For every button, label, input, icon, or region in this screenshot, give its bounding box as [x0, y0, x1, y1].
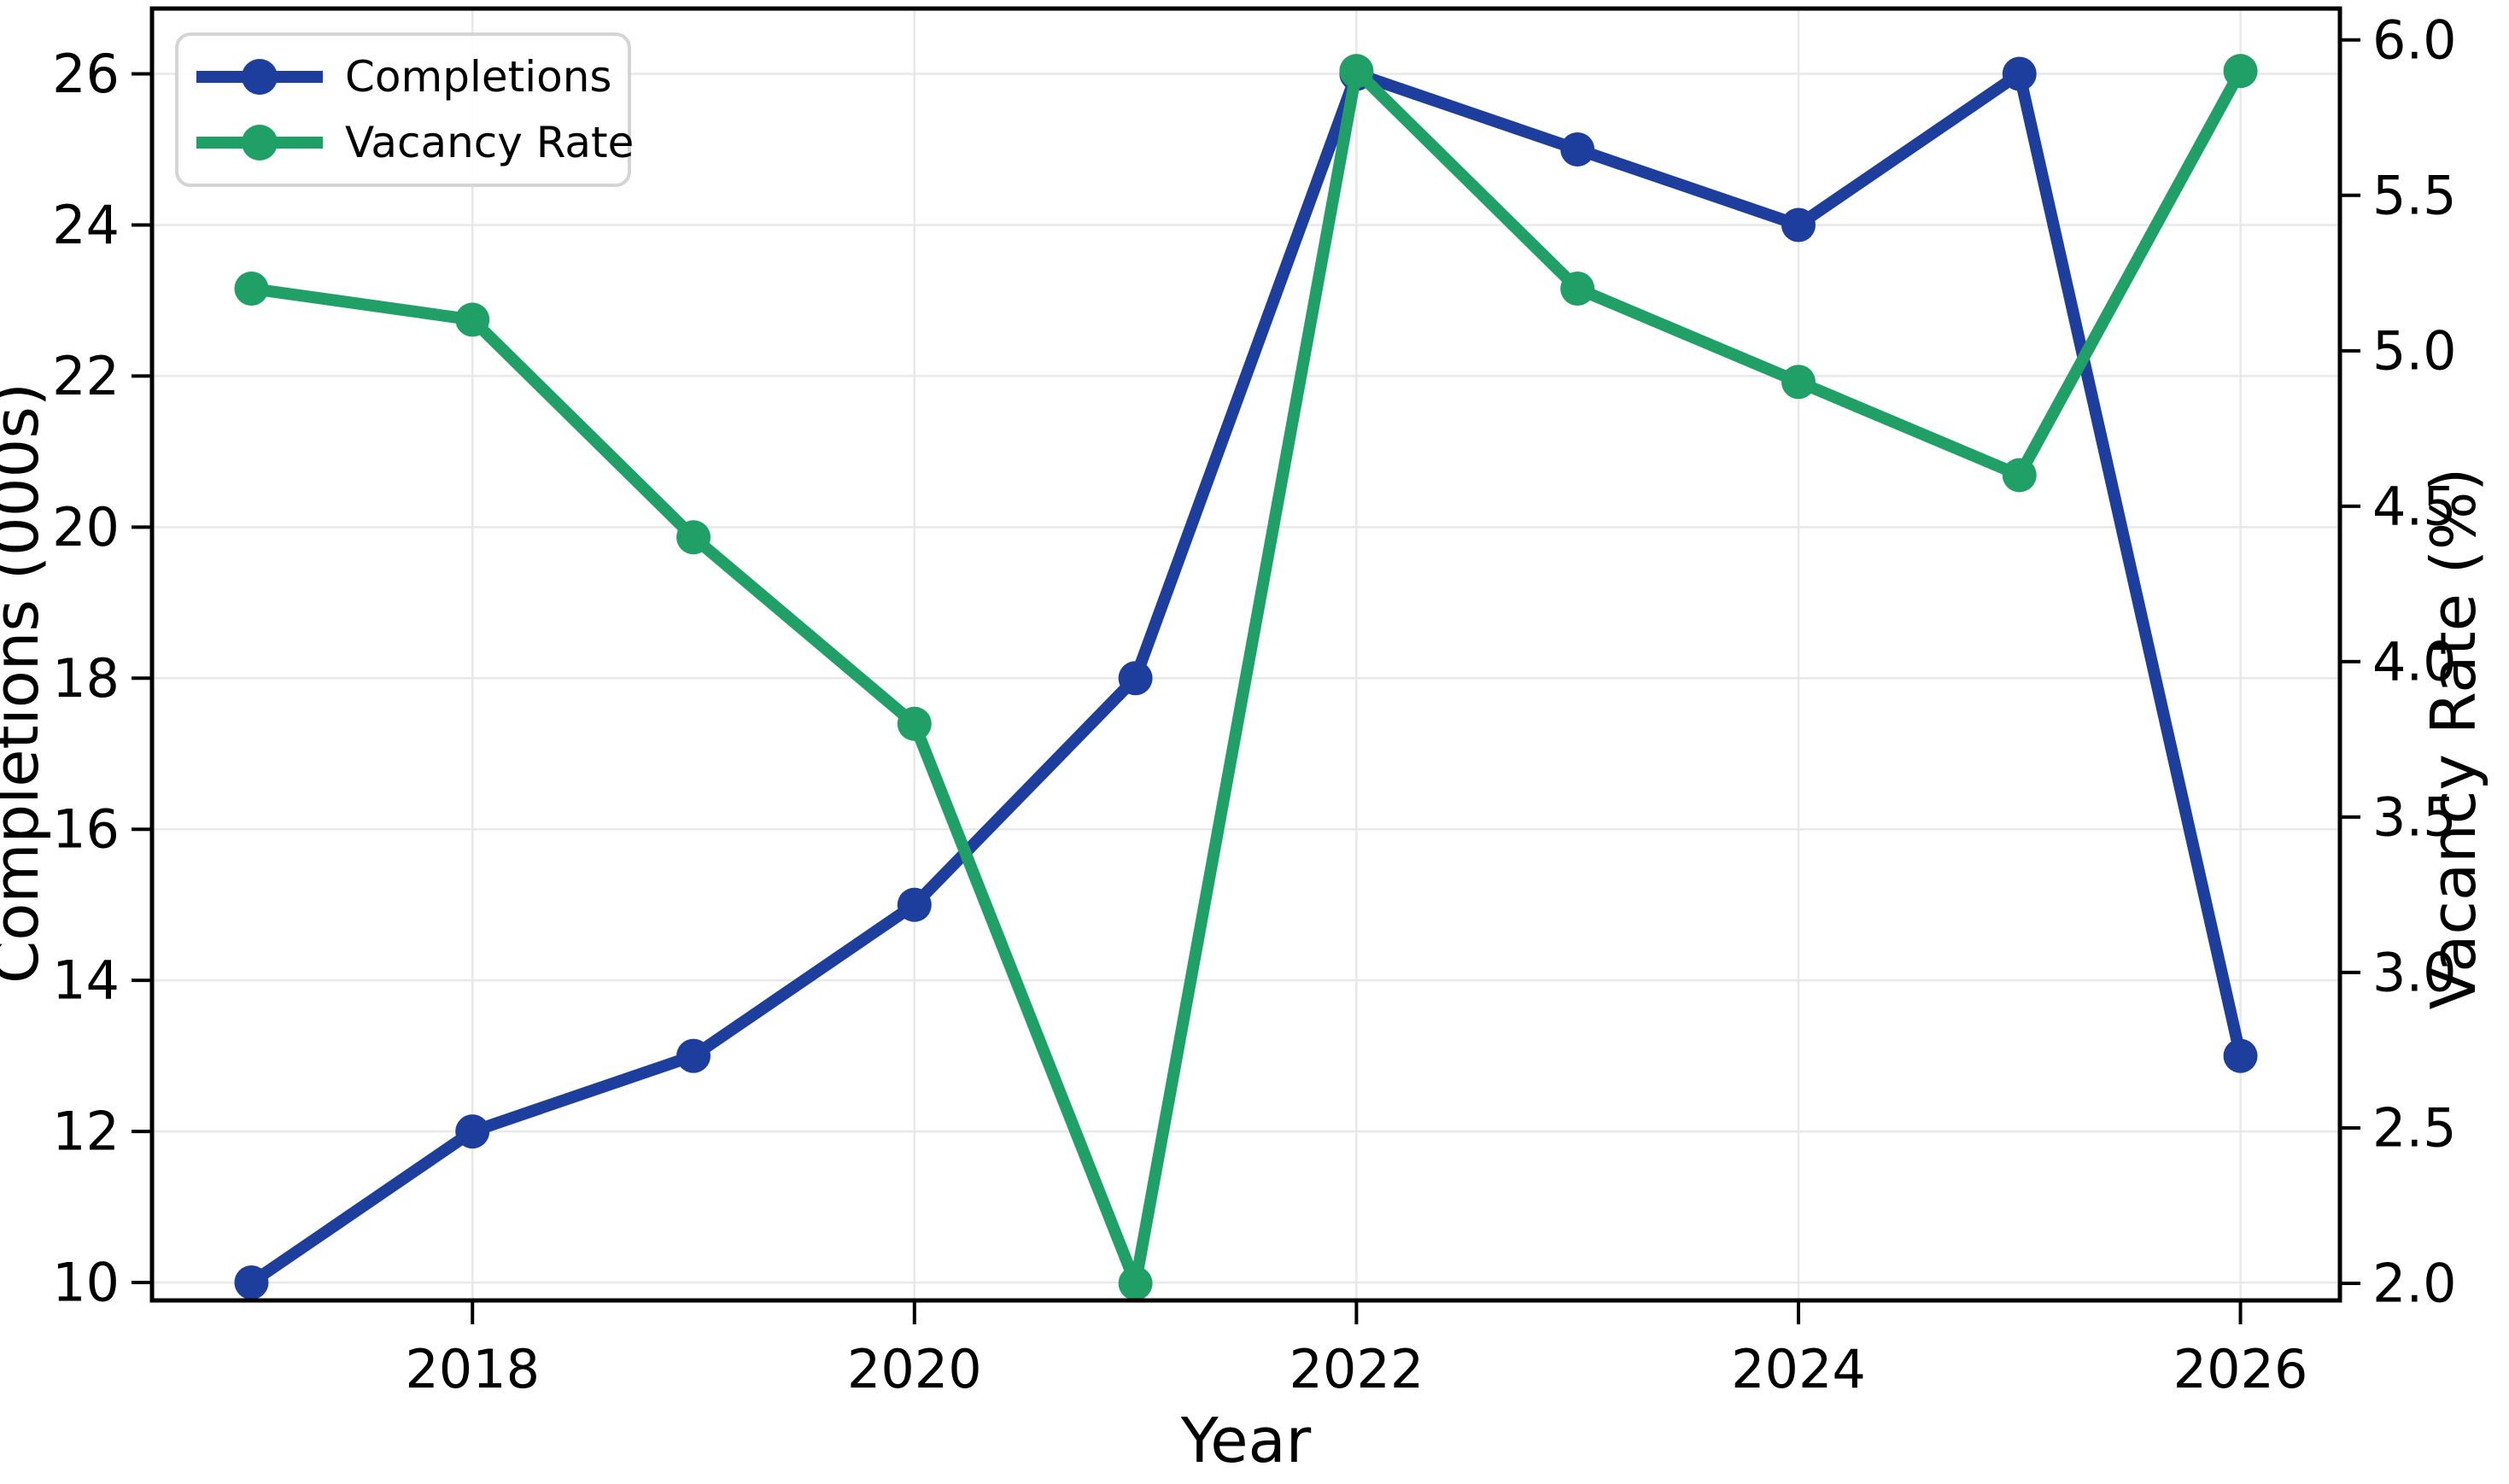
- vacancy-rate-marker: [455, 302, 490, 337]
- vacancy-rate-marker: [1781, 365, 1816, 400]
- right-tick-label: 6.0: [2372, 9, 2457, 71]
- x-tick-label: 2020: [847, 1338, 982, 1400]
- completions-marker: [234, 1265, 269, 1300]
- series-line-vacancy-rate: [245, 65, 2247, 1289]
- completions-marker: [676, 1038, 711, 1073]
- x-tick-label: 2024: [1731, 1338, 1866, 1400]
- legend-marker-vacancy-rate: [242, 125, 278, 161]
- series-lines: [234, 54, 2258, 1300]
- vacancy-rate-marker: [234, 272, 269, 307]
- x-axis-label: Year: [1180, 1405, 1312, 1476]
- right-tick-label: 4.5: [2372, 475, 2457, 537]
- vacancy-rate-marker: [897, 706, 932, 741]
- vacancy-rate-marker: [1118, 1265, 1153, 1300]
- vacancy-rate-marker: [676, 520, 711, 555]
- left-tick-label: 24: [52, 194, 120, 256]
- vacancy-rate-marker: [1339, 54, 1374, 89]
- legend-label-vacancy-rate: Vacancy Rate: [345, 118, 634, 167]
- left-axis-label: Completions (000s): [0, 383, 52, 984]
- axis-ticks: 1012141618202224262.02.53.03.54.04.55.05…: [52, 9, 2457, 1400]
- right-tick-label: 5.0: [2372, 319, 2457, 382]
- vacancy-rate-marker: [2223, 54, 2258, 89]
- legend-entry-vacancy-rate: Vacancy Rate: [196, 118, 634, 167]
- completions-marker: [2002, 56, 2037, 91]
- completions-marker: [1118, 661, 1153, 696]
- left-tick-label: 14: [52, 949, 120, 1012]
- completions-marker: [1560, 131, 1595, 167]
- left-tick-label: 18: [52, 647, 120, 710]
- legend-label-completions: Completions: [345, 52, 611, 102]
- x-tick-label: 2018: [405, 1338, 540, 1400]
- right-axis-label: Vacancy Rate (%): [2418, 468, 2489, 1010]
- x-tick-label: 2026: [2173, 1338, 2308, 1400]
- vacancy-rate-marker: [1560, 272, 1595, 307]
- right-tick-label: 3.0: [2372, 941, 2457, 1003]
- legend-marker-completions: [242, 59, 278, 95]
- left-tick-label: 22: [52, 345, 120, 407]
- right-tick-label: 3.5: [2372, 786, 2457, 848]
- right-tick-label: 2.0: [2372, 1252, 2457, 1314]
- right-tick-label: 2.5: [2372, 1096, 2457, 1159]
- completions-marker: [2223, 1038, 2258, 1073]
- legend: Completions Vacancy Rate: [175, 32, 634, 187]
- right-tick-label: 5.5: [2372, 164, 2457, 226]
- right-tick-label: 4.0: [2372, 630, 2457, 692]
- legend-entry-completions: Completions: [196, 52, 611, 102]
- left-tick-label: 26: [52, 43, 120, 105]
- left-tick-label: 10: [52, 1252, 120, 1314]
- completions-marker: [455, 1114, 490, 1149]
- series-line-completions: [245, 67, 2247, 1289]
- completions-marker: [897, 887, 932, 922]
- plot-border: [149, 6, 2342, 1303]
- series-vacancy-rate: [234, 54, 2258, 1300]
- left-tick-label: 20: [52, 496, 120, 558]
- left-tick-label: 12: [52, 1101, 120, 1163]
- left-tick-label: 16: [52, 798, 120, 861]
- completions-marker: [1781, 207, 1816, 242]
- x-tick-label: 2022: [1289, 1338, 1424, 1400]
- vacancy-rate-marker: [2002, 458, 2037, 493]
